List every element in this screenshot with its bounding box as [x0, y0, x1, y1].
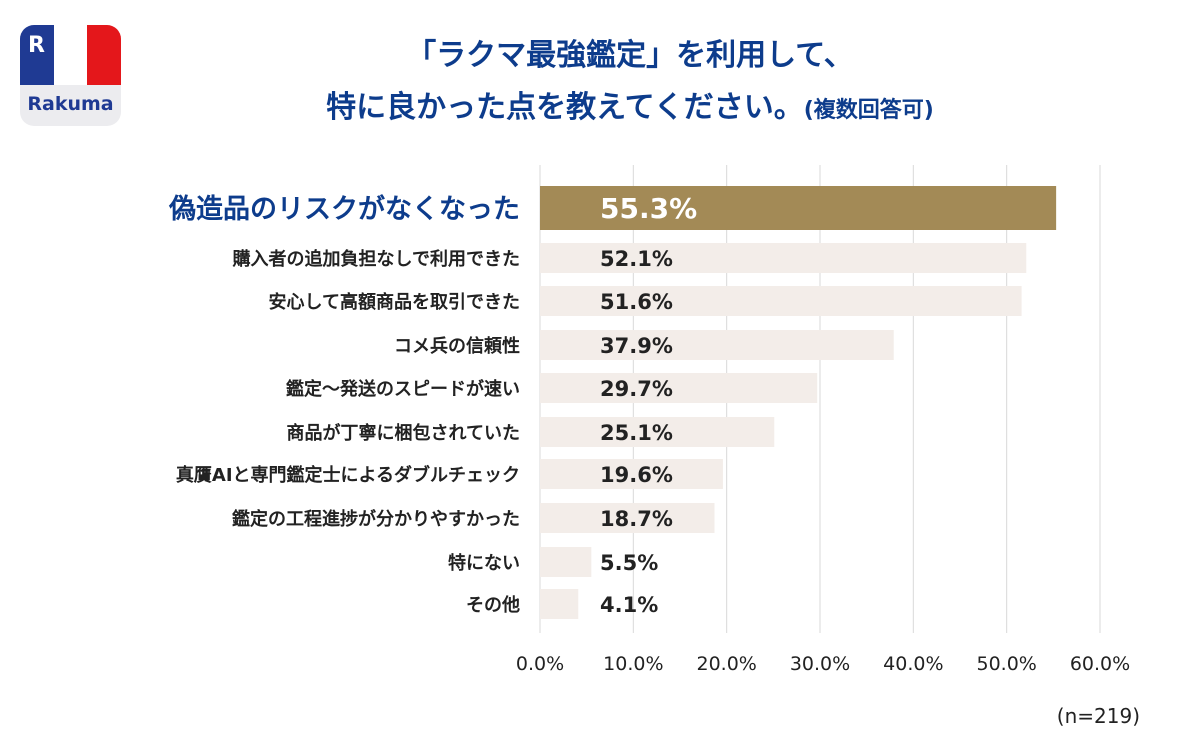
- rakuma-logo: R Rakuma: [20, 25, 121, 126]
- data-label: 25.1%: [600, 421, 673, 445]
- x-tick-label: 50.0%: [976, 653, 1036, 675]
- data-label: 5.5%: [600, 551, 658, 575]
- category-label: 購入者の追加負担なしで利用できた: [232, 248, 520, 270]
- data-label: 18.7%: [600, 507, 673, 531]
- data-label: 55.3%: [600, 192, 697, 225]
- bar: [540, 330, 894, 360]
- bar: [540, 589, 579, 619]
- x-tick-label: 30.0%: [790, 653, 850, 675]
- data-label: 37.9%: [600, 334, 673, 358]
- data-label: 19.6%: [600, 463, 673, 487]
- data-label: 29.7%: [600, 377, 673, 401]
- logo-text: Rakuma: [27, 93, 114, 115]
- title-line-1: 「ラクマ最強鑑定」を利用して、: [406, 38, 854, 73]
- bar: [540, 373, 818, 403]
- category-label: 鑑定の工程進捗が分かりやすかった: [232, 508, 520, 530]
- x-tick-label: 20.0%: [696, 653, 756, 675]
- bar: [540, 243, 1027, 273]
- bar: [540, 186, 1057, 230]
- data-label: 51.6%: [600, 290, 673, 314]
- bar: [540, 417, 775, 447]
- data-label: 52.1%: [600, 247, 673, 271]
- category-label: 鑑定〜発送のスピードが速い: [286, 378, 520, 400]
- title-note: (複数回答可): [803, 98, 934, 123]
- data-label: 4.1%: [600, 593, 658, 617]
- bar: [540, 286, 1022, 316]
- category-label: 商品が丁寧に梱包されていた: [287, 422, 520, 444]
- category-label: 偽造品のリスクがなくなった: [168, 193, 520, 225]
- bar: [540, 459, 723, 489]
- x-tick-label: 60.0%: [1070, 653, 1130, 675]
- category-label: その他: [466, 594, 520, 616]
- category-label: 真贋AIと専門鑑定士によるダブルチェック: [176, 464, 520, 486]
- x-tick-label: 40.0%: [883, 653, 943, 675]
- sample-size: (n=219): [1056, 704, 1140, 728]
- category-label: コメ兵の信頼性: [394, 335, 520, 357]
- category-label: 特にない: [448, 552, 520, 574]
- title-line-2-text: 特に良かった点を教えてください。: [326, 90, 804, 125]
- bar: [540, 547, 592, 577]
- x-tick-label: 10.0%: [603, 653, 663, 675]
- category-label: 安心して高額商品を取引できた: [269, 291, 520, 313]
- title-line-2: 特に良かった点を教えてください。(複数回答可): [250, 82, 1010, 126]
- x-tick-label: 0.0%: [516, 653, 564, 675]
- bar: [540, 503, 715, 533]
- logo-mark: R: [28, 33, 45, 58]
